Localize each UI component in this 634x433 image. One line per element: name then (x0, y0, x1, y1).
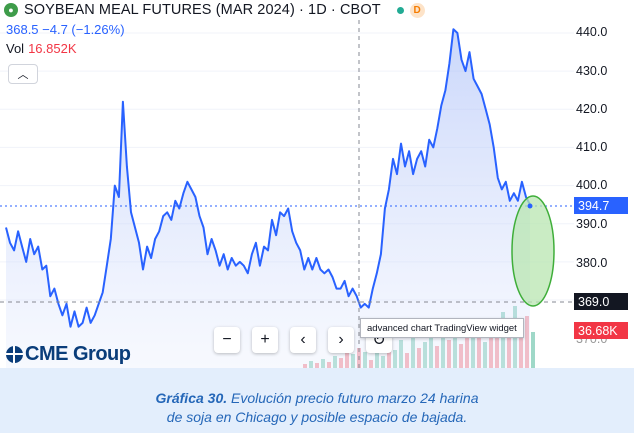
downside-zone-ellipse (511, 195, 555, 307)
y-tick-label: 420.0 (576, 102, 608, 116)
figure-caption: Gráfica 30. Evolución precio futuro marz… (0, 368, 634, 433)
interval-badge[interactable]: D (409, 2, 425, 18)
y-tick-label: 440.0 (576, 25, 608, 39)
volume-readout: Vol 16.852K (6, 41, 77, 56)
current-price-tag: 394.7 (574, 197, 628, 214)
market-status-dot (396, 6, 404, 14)
symbol-title: SOYBEAN MEAL FUTURES (MAR 2024) · 1D · C… (24, 2, 381, 18)
volume-value: 16.852K (28, 41, 77, 56)
volume-tag: 36.68K (574, 322, 628, 339)
y-tick-label: 430.0 (576, 64, 608, 78)
caption-line-2: de soja en Chicago y posible espacio de … (166, 409, 468, 425)
soybean-logo-icon: ● (4, 3, 18, 17)
y-tick-label: 400.0 (576, 178, 608, 192)
cme-globe-icon (6, 346, 23, 363)
y-tick-label: 410.0 (576, 140, 608, 154)
caption-text-1: Evolución precio futuro marzo 24 harina (227, 390, 479, 406)
volume-bar (531, 332, 535, 368)
price-area-fill (6, 29, 530, 368)
quote-change: 368.5 −4.7 (−1.26%) (6, 22, 125, 37)
price-line (5, 28, 531, 328)
scroll-right-button[interactable]: › (328, 327, 354, 353)
cme-group-text: CME Group (25, 343, 131, 365)
caption-line-1: Gráfica 30. Evolución precio futuro marz… (0, 390, 634, 406)
caption-label: Gráfica 30. (155, 390, 228, 406)
chart-header: ● SOYBEAN MEAL FUTURES (MAR 2024) · 1D ·… (4, 0, 425, 20)
cme-group-logo: CME Group (6, 343, 131, 366)
scroll-left-button[interactable]: ‹ (290, 327, 316, 353)
widget-tooltip: advanced chart TradingView widget (360, 318, 524, 338)
volume-label: Vol (6, 41, 25, 56)
crosshair-price-tag: 369.0 (574, 293, 628, 310)
collapse-legend-button[interactable]: ︿ (8, 64, 38, 84)
y-tick-label: 380.0 (576, 256, 608, 270)
zoom-in-button[interactable]: + (252, 327, 278, 353)
chevron-up-icon: ︿ (17, 69, 29, 81)
zoom-out-button[interactable]: − (214, 327, 240, 353)
price-chart[interactable] (0, 0, 634, 368)
y-tick-label: 390.0 (576, 217, 608, 231)
last-price-point (527, 203, 533, 209)
